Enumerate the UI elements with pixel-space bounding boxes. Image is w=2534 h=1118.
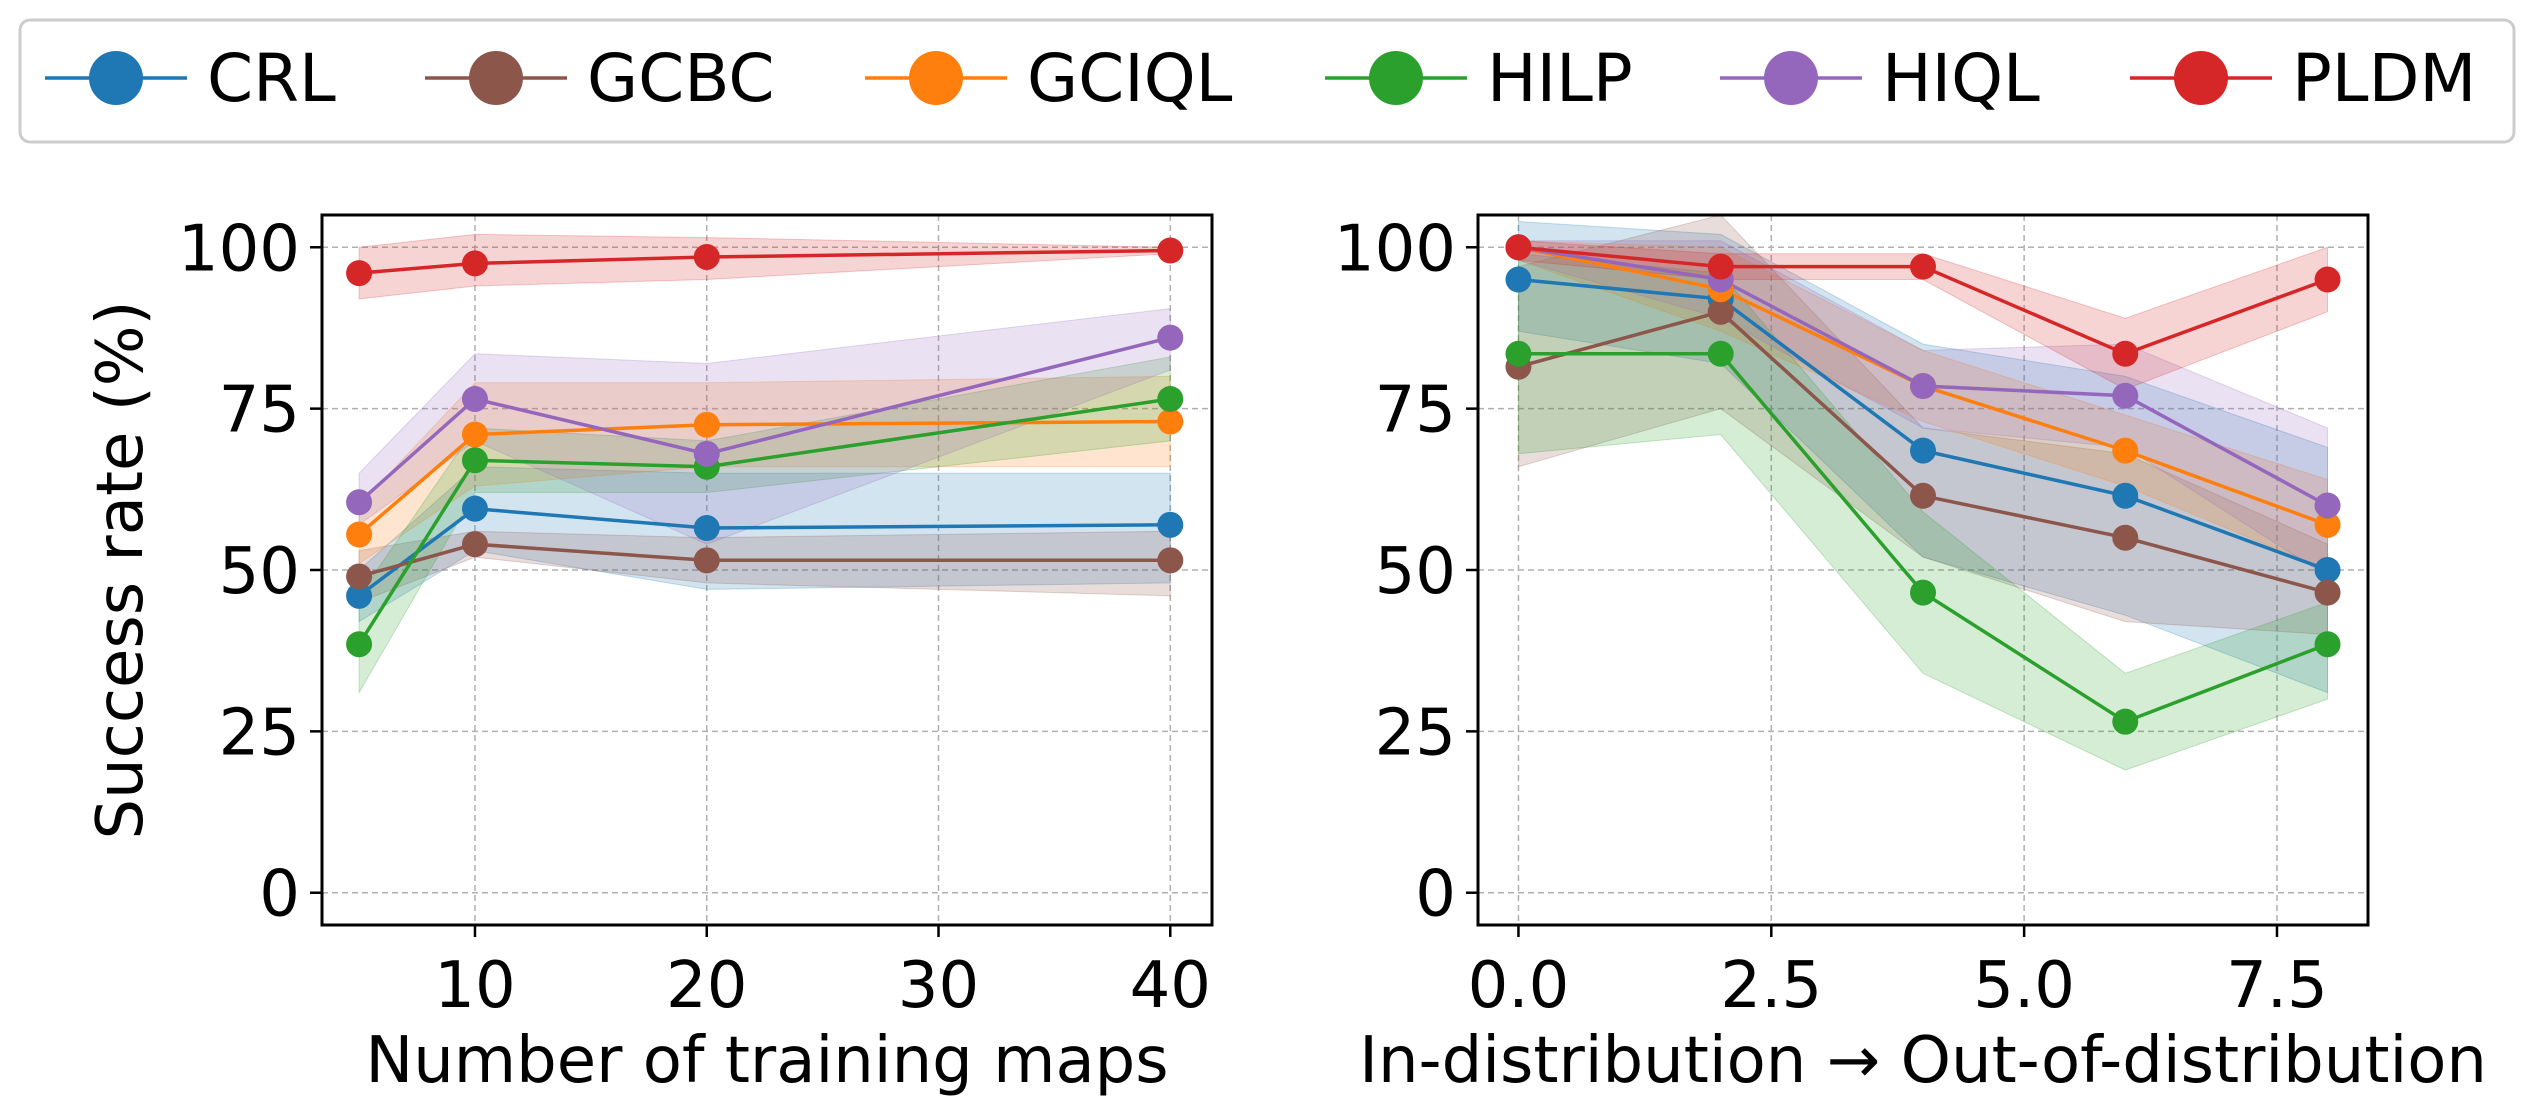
right-y-tick-label: 75 xyxy=(1375,374,1456,448)
right-point-hilp xyxy=(2314,631,2341,658)
right-point-pldm xyxy=(2314,266,2341,293)
left-point-pldm xyxy=(461,250,488,277)
left-point-hilp xyxy=(1157,385,1184,412)
legend-swatch-marker-pldm xyxy=(2174,51,2228,105)
right-point-crl xyxy=(1910,437,1936,464)
left-point-gcbc xyxy=(346,563,373,590)
legend-swatch-marker-gciql xyxy=(909,51,963,105)
right-y-tick-label: 50 xyxy=(1375,535,1456,609)
legend-swatch-marker-hilp xyxy=(1369,51,1423,105)
left-point-gciql xyxy=(461,421,488,448)
left-band-hiql xyxy=(358,308,1171,545)
right-markers xyxy=(1505,234,2341,735)
left-lines xyxy=(357,248,1171,646)
right-point-hiql xyxy=(1910,373,1936,400)
left-line-hiql xyxy=(357,335,1171,504)
left-point-gcbc xyxy=(693,547,720,574)
left-y-axis-label: Success rate (%) xyxy=(84,300,158,839)
right-point-hilp xyxy=(1910,579,1936,606)
left-y-tick-label: 25 xyxy=(219,696,300,770)
right-point-pldm xyxy=(1910,253,1936,280)
left-markers xyxy=(346,237,1184,658)
right-y-tick-label: 0 xyxy=(1415,858,1456,932)
right-x-axis-label: In-distribution → Out-of-distribution xyxy=(1359,1024,2487,1098)
right-point-pldm xyxy=(2112,340,2139,367)
right-point-hilp xyxy=(1505,340,1532,367)
left-point-hiql xyxy=(461,385,488,412)
legend-swatch-marker-gcbc xyxy=(469,51,523,105)
left-y-tick-label: 50 xyxy=(219,535,300,609)
left-point-hiql xyxy=(1157,324,1184,351)
legend-label-gcbc: GCBC xyxy=(587,40,774,117)
legend-label-hiql: HIQL xyxy=(1882,40,2040,117)
legend-label-hilp: HILP xyxy=(1487,40,1633,117)
left-x-tick-label: 40 xyxy=(1130,949,1211,1023)
legend-swatch-marker-crl xyxy=(89,51,143,105)
left-line-pldm xyxy=(358,248,1171,275)
right-x-tick-label: 0.0 xyxy=(1468,949,1570,1023)
right-point-crl xyxy=(2314,557,2341,583)
left-line-gciql xyxy=(357,419,1171,536)
left-point-crl xyxy=(1157,511,1184,538)
left-x-tick-label: 30 xyxy=(898,949,979,1023)
left-point-pldm xyxy=(693,243,720,270)
left-line-gcbc xyxy=(358,542,1171,579)
right-x-tick-label: 7.5 xyxy=(2226,949,2328,1023)
right-y-tick-label: 25 xyxy=(1375,696,1456,770)
left-point-gciql xyxy=(346,521,373,548)
left-point-pldm xyxy=(346,260,373,287)
right-x-tick-label: 5.0 xyxy=(1973,949,2075,1023)
right-point-gciql xyxy=(2314,511,2341,538)
left-band-crl xyxy=(358,466,1171,623)
left-point-gciql xyxy=(1157,408,1184,435)
right-panel: 0 25 50 75 100 0.0 2.5 5.0 7.5 In-distribution →… xyxy=(1334,212,2487,1098)
right-point-gcbc xyxy=(2112,524,2139,551)
left-point-hiql xyxy=(693,440,720,467)
left-point-gciql xyxy=(693,411,720,438)
legend: CRL GCBC GCIQL HILP HIQL PLDM xyxy=(18,18,2516,144)
legend-label-pldm: PLDM xyxy=(2292,40,2476,117)
left-point-crl xyxy=(346,582,373,609)
legend-label-gciql: GCIQL xyxy=(1027,40,1233,117)
left-y-tick-label: 100 xyxy=(178,212,300,286)
right-point-gcbc xyxy=(1707,298,1734,325)
right-ticks: 0 25 50 75 100 0.0 2.5 5.0 7.5 xyxy=(1334,212,2328,1023)
right-point-gciql xyxy=(2112,437,2139,464)
right-point-pldm xyxy=(1707,253,1734,280)
left-point-hiql xyxy=(346,489,373,516)
legend-items: CRL GCBC GCIQL HILP HIQL PLDM xyxy=(45,40,2476,117)
left-point-pldm xyxy=(1157,237,1184,264)
left-point-gcbc xyxy=(1157,547,1184,574)
right-x-tick-label: 2.5 xyxy=(1720,949,1822,1023)
left-line-hilp xyxy=(357,397,1171,646)
right-point-crl xyxy=(2112,482,2139,509)
left-panel: 0 25 50 75 100 10 20 30 40 Success rate (%) Numb… xyxy=(84,212,1214,1098)
left-point-gcbc xyxy=(461,531,488,558)
legend-frame xyxy=(18,18,2516,144)
left-y-tick-label: 75 xyxy=(219,374,300,448)
right-point-hilp xyxy=(2112,708,2139,735)
left-ticks: 0 25 50 75 100 10 20 30 40 xyxy=(178,212,1211,1023)
right-point-hilp xyxy=(1707,340,1734,367)
left-x-tick-label: 20 xyxy=(666,949,747,1023)
right-grid xyxy=(1478,215,2368,925)
left-point-hilp xyxy=(461,447,488,474)
legend-swatch-marker-hiql xyxy=(1764,51,1818,105)
left-x-tick-label: 10 xyxy=(434,949,515,1023)
left-point-hilp xyxy=(346,631,373,658)
right-point-pldm xyxy=(1505,234,1532,261)
left-y-tick-label: 0 xyxy=(259,858,300,932)
right-point-hiql xyxy=(2112,382,2139,409)
right-point-gcbc xyxy=(2314,579,2341,606)
left-point-crl xyxy=(693,515,720,542)
right-y-tick-label: 100 xyxy=(1334,212,1456,286)
left-x-axis-label: Number of training maps xyxy=(365,1024,1168,1098)
legend-label-crl: CRL xyxy=(207,40,336,117)
left-point-crl xyxy=(461,495,488,522)
right-point-crl xyxy=(1505,266,1532,293)
right-point-gcbc xyxy=(1910,482,1936,509)
right-point-hiql xyxy=(2314,492,2341,519)
